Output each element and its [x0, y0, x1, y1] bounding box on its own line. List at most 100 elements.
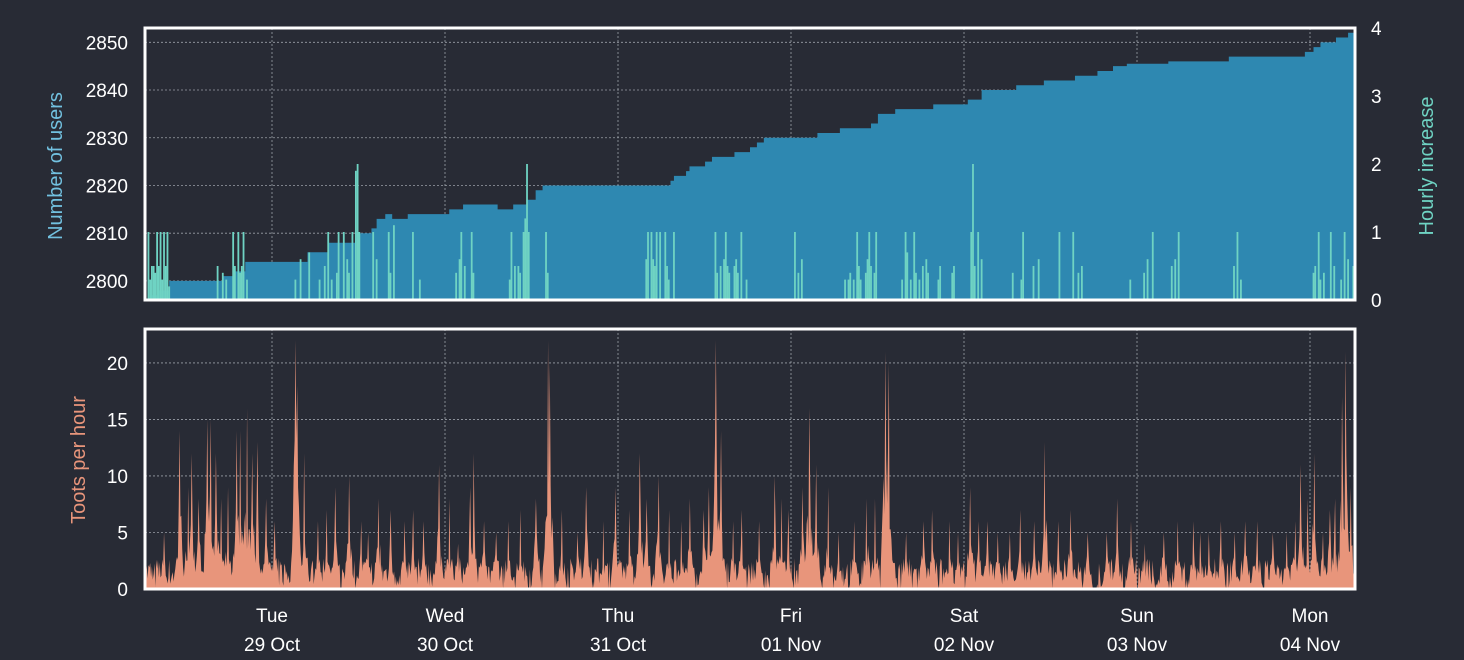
hourly-bar-7: [159, 232, 162, 300]
users-ytick-label: 2840: [86, 81, 128, 102]
hourly-bar-42: [389, 272, 392, 300]
hourly-bar-68: [655, 232, 658, 300]
users-ytick-label: 2800: [86, 272, 128, 293]
hourly-bar-61: [545, 232, 547, 300]
users-ytick-label: 2830: [86, 129, 128, 150]
xtick-date-label: 03 Nov: [1107, 635, 1168, 656]
xtick-day-label: Mon: [1292, 606, 1329, 627]
hourly-bar-6: [157, 266, 160, 300]
hourly-bar-15: [225, 279, 228, 300]
hourly-bar-41: [387, 232, 390, 300]
hourly-bar-85: [745, 279, 748, 300]
hourly-bar-60: [527, 232, 530, 300]
hourly-bar-92: [852, 279, 855, 300]
hourly-bar-98: [868, 232, 871, 300]
hourly-bar-83: [737, 272, 739, 300]
hourly-bar-91: [849, 272, 852, 300]
xtick-day-label: Sat: [950, 606, 979, 627]
hourly-bar-131: [1143, 272, 1146, 300]
hourly-ytick-label: 1: [1371, 223, 1382, 244]
hourly-bar-21: [242, 232, 245, 300]
hourly-bar-9: [163, 232, 165, 300]
toots-ytick-label: 10: [107, 467, 128, 488]
hourly-bar-23: [294, 279, 297, 300]
hourly-bar-54: [514, 266, 516, 300]
hourly-bar-4: [154, 272, 157, 300]
xtick-date-label: 29 Oct: [244, 635, 301, 656]
users-panel: 2800 2810 2820 2830 2840 2850 0 1 2 3 4 Number of…: [45, 19, 1438, 312]
hourly-bar-104: [906, 252, 909, 300]
hourly-bar-95: [859, 279, 862, 300]
hourly-bar-136: [1177, 232, 1180, 300]
hourly-bar-10: [164, 266, 167, 300]
hourly-bar-75: [716, 272, 719, 300]
hourly-bar-77: [723, 259, 725, 300]
hourly-bar-113: [939, 266, 942, 300]
toots-panel: 0 5 10 15 20 Tue 29 Oct Wed 30 Oct Thu 31 Oct Fri 0…: [68, 327, 1357, 656]
toots-ytick-label: 20: [107, 354, 128, 375]
hourly-bar-105: [909, 279, 912, 300]
toots-ylabel: Toots per hour: [68, 396, 90, 524]
users-ytick-label: 2850: [86, 33, 128, 54]
hourly-increase-bars: [147, 164, 1356, 300]
hourly-bar-28: [327, 232, 330, 300]
hourly-bar-144: [1322, 272, 1325, 300]
hourly-ytick-label: 4: [1371, 19, 1382, 40]
hourly-bar-37: [356, 164, 359, 300]
hourly-bar-111: [927, 272, 929, 300]
hourly-bar-13: [216, 266, 219, 300]
hourly-bar-70: [664, 232, 667, 300]
hourly-bar-141: [1314, 266, 1317, 300]
hourly-bar-108: [918, 279, 921, 300]
hourly-bar-0: [147, 232, 150, 300]
hourly-bar-148: [1343, 232, 1346, 300]
hourly-bar-114: [951, 272, 954, 300]
hourly-bar-97: [866, 259, 869, 300]
hourly-bar-47: [458, 259, 461, 300]
hourly-bar-43: [393, 225, 395, 300]
hourly-bar-38: [358, 232, 361, 300]
hourly-bar-149: [1347, 259, 1349, 300]
hourly-bar-107: [915, 272, 917, 300]
hourly-bar-22: [246, 279, 248, 300]
hourly-bar-132: [1146, 259, 1149, 300]
hourly-bar-50: [470, 232, 473, 300]
hourly-bar-59: [526, 164, 528, 300]
hourly-bar-56: [519, 272, 521, 300]
hourly-bar-62: [546, 272, 549, 300]
hourly-bar-17: [233, 266, 236, 300]
hourly-bar-58: [524, 218, 527, 300]
hourly-bar-81: [733, 266, 736, 300]
hourly-bar-125: [1037, 259, 1040, 300]
hourly-bar-31: [337, 232, 340, 300]
hourly-bar-126: [1058, 232, 1061, 300]
hourly-bar-142: [1317, 232, 1320, 300]
hourly-bar-110: [925, 259, 928, 300]
hourly-bar-33: [346, 259, 349, 300]
hourly-bar-127: [1072, 232, 1075, 300]
toots-ytick-label: 0: [117, 580, 128, 601]
hourly-bar-12: [168, 286, 171, 300]
day-xticks: Tue 29 Oct Wed 30 Oct Thu 31 Oct Fri 01 Nov Sat 0…: [244, 606, 1341, 656]
hourly-bar-112: [937, 279, 940, 300]
hourly-bar-115: [953, 266, 955, 300]
hourly-bar-99: [870, 266, 872, 300]
hourly-bar-51: [472, 272, 475, 300]
users-area: [145, 28, 1355, 300]
hourly-bar-118: [973, 266, 976, 300]
hourly-bar-109: [921, 266, 924, 300]
hourly-bar-143: [1319, 279, 1322, 300]
toots-area: [145, 340, 1355, 589]
hourly-bar-120: [980, 259, 983, 300]
xtick-day-label: Fri: [780, 606, 802, 627]
hourly-bar-66: [652, 259, 655, 300]
hourly-bar-150: [1352, 266, 1355, 300]
users-yticks: 2800 2810 2820 2830 2840 2850: [86, 33, 128, 293]
hourly-bar-146: [1333, 266, 1336, 300]
hourly-bar-53: [510, 232, 513, 300]
hourly-ytick-label: 0: [1371, 291, 1382, 312]
users-step-area: [145, 28, 1355, 300]
hourly-bar-5: [156, 232, 158, 300]
hourly-bar-16: [232, 232, 235, 300]
hourly-bar-79: [726, 266, 729, 300]
